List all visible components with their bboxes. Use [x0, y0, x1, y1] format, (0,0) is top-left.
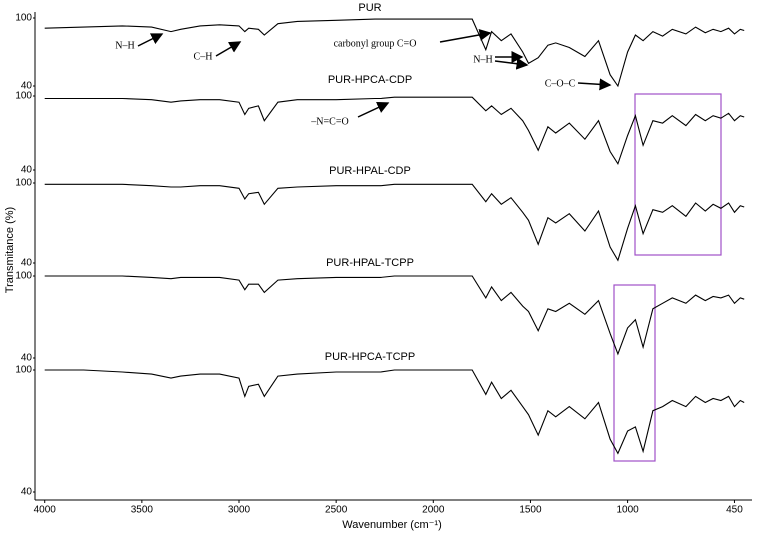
y-axis-label: Transmitance (%): [4, 207, 16, 293]
highlight-box: [634, 93, 722, 256]
x-tick-label: 3000: [228, 505, 251, 516]
panel-title: PUR-HPCA-TCPP: [325, 351, 415, 363]
spectrum-line: [44, 275, 745, 356]
annotation: –N=C=O: [310, 116, 348, 127]
y-tick-label: 40: [21, 81, 33, 92]
annotation-arrow: [439, 28, 492, 43]
annotation: C–H: [194, 51, 213, 62]
x-tick-label: 2500: [325, 505, 348, 516]
y-tick-label: 100: [15, 271, 32, 282]
y-tick-label: 40: [21, 165, 33, 176]
y-tick-label: 100: [15, 13, 32, 24]
y-tick-label: 100: [15, 365, 32, 376]
annotation-arrow: [494, 57, 529, 70]
y-tick-label: 100: [15, 91, 32, 102]
highlight-box: [613, 284, 656, 462]
y-tick-label: 40: [21, 487, 33, 498]
panel-title: PUR-HPAL-TCPP: [326, 257, 414, 269]
spectrum-line: [44, 369, 745, 455]
x-tick-label: 450: [726, 505, 743, 516]
annotation: C–O–C: [545, 78, 576, 89]
spectrum-line: [44, 96, 745, 166]
y-tick-label: 40: [21, 258, 33, 269]
spectrum-line: [44, 183, 745, 262]
annotation-arrow: [577, 78, 612, 91]
panel-title: PUR-HPCA-CDP: [328, 74, 412, 86]
panel-title: PUR: [358, 2, 381, 14]
y-tick-label: 100: [15, 178, 32, 189]
y-tick-label: 40: [21, 353, 33, 364]
x-tick-label: 4000: [34, 505, 57, 516]
x-tick-label: 1000: [616, 505, 639, 516]
annotation-arrow: [137, 33, 164, 47]
annotation: carbonyl group C=O: [334, 38, 417, 49]
panel-title: PUR-HPAL-CDP: [329, 165, 411, 177]
annotation: N–H: [473, 54, 492, 65]
annotation-arrow: [357, 102, 390, 118]
annotation-arrow: [215, 41, 242, 57]
x-axis-label: Wavenumber (cm⁻¹): [342, 519, 442, 531]
x-tick-label: 1500: [519, 505, 542, 516]
x-tick-label: 2000: [422, 505, 445, 516]
spectrum-line: [44, 18, 745, 88]
annotation: N–H: [115, 40, 134, 51]
x-tick-label: 3500: [131, 505, 154, 516]
